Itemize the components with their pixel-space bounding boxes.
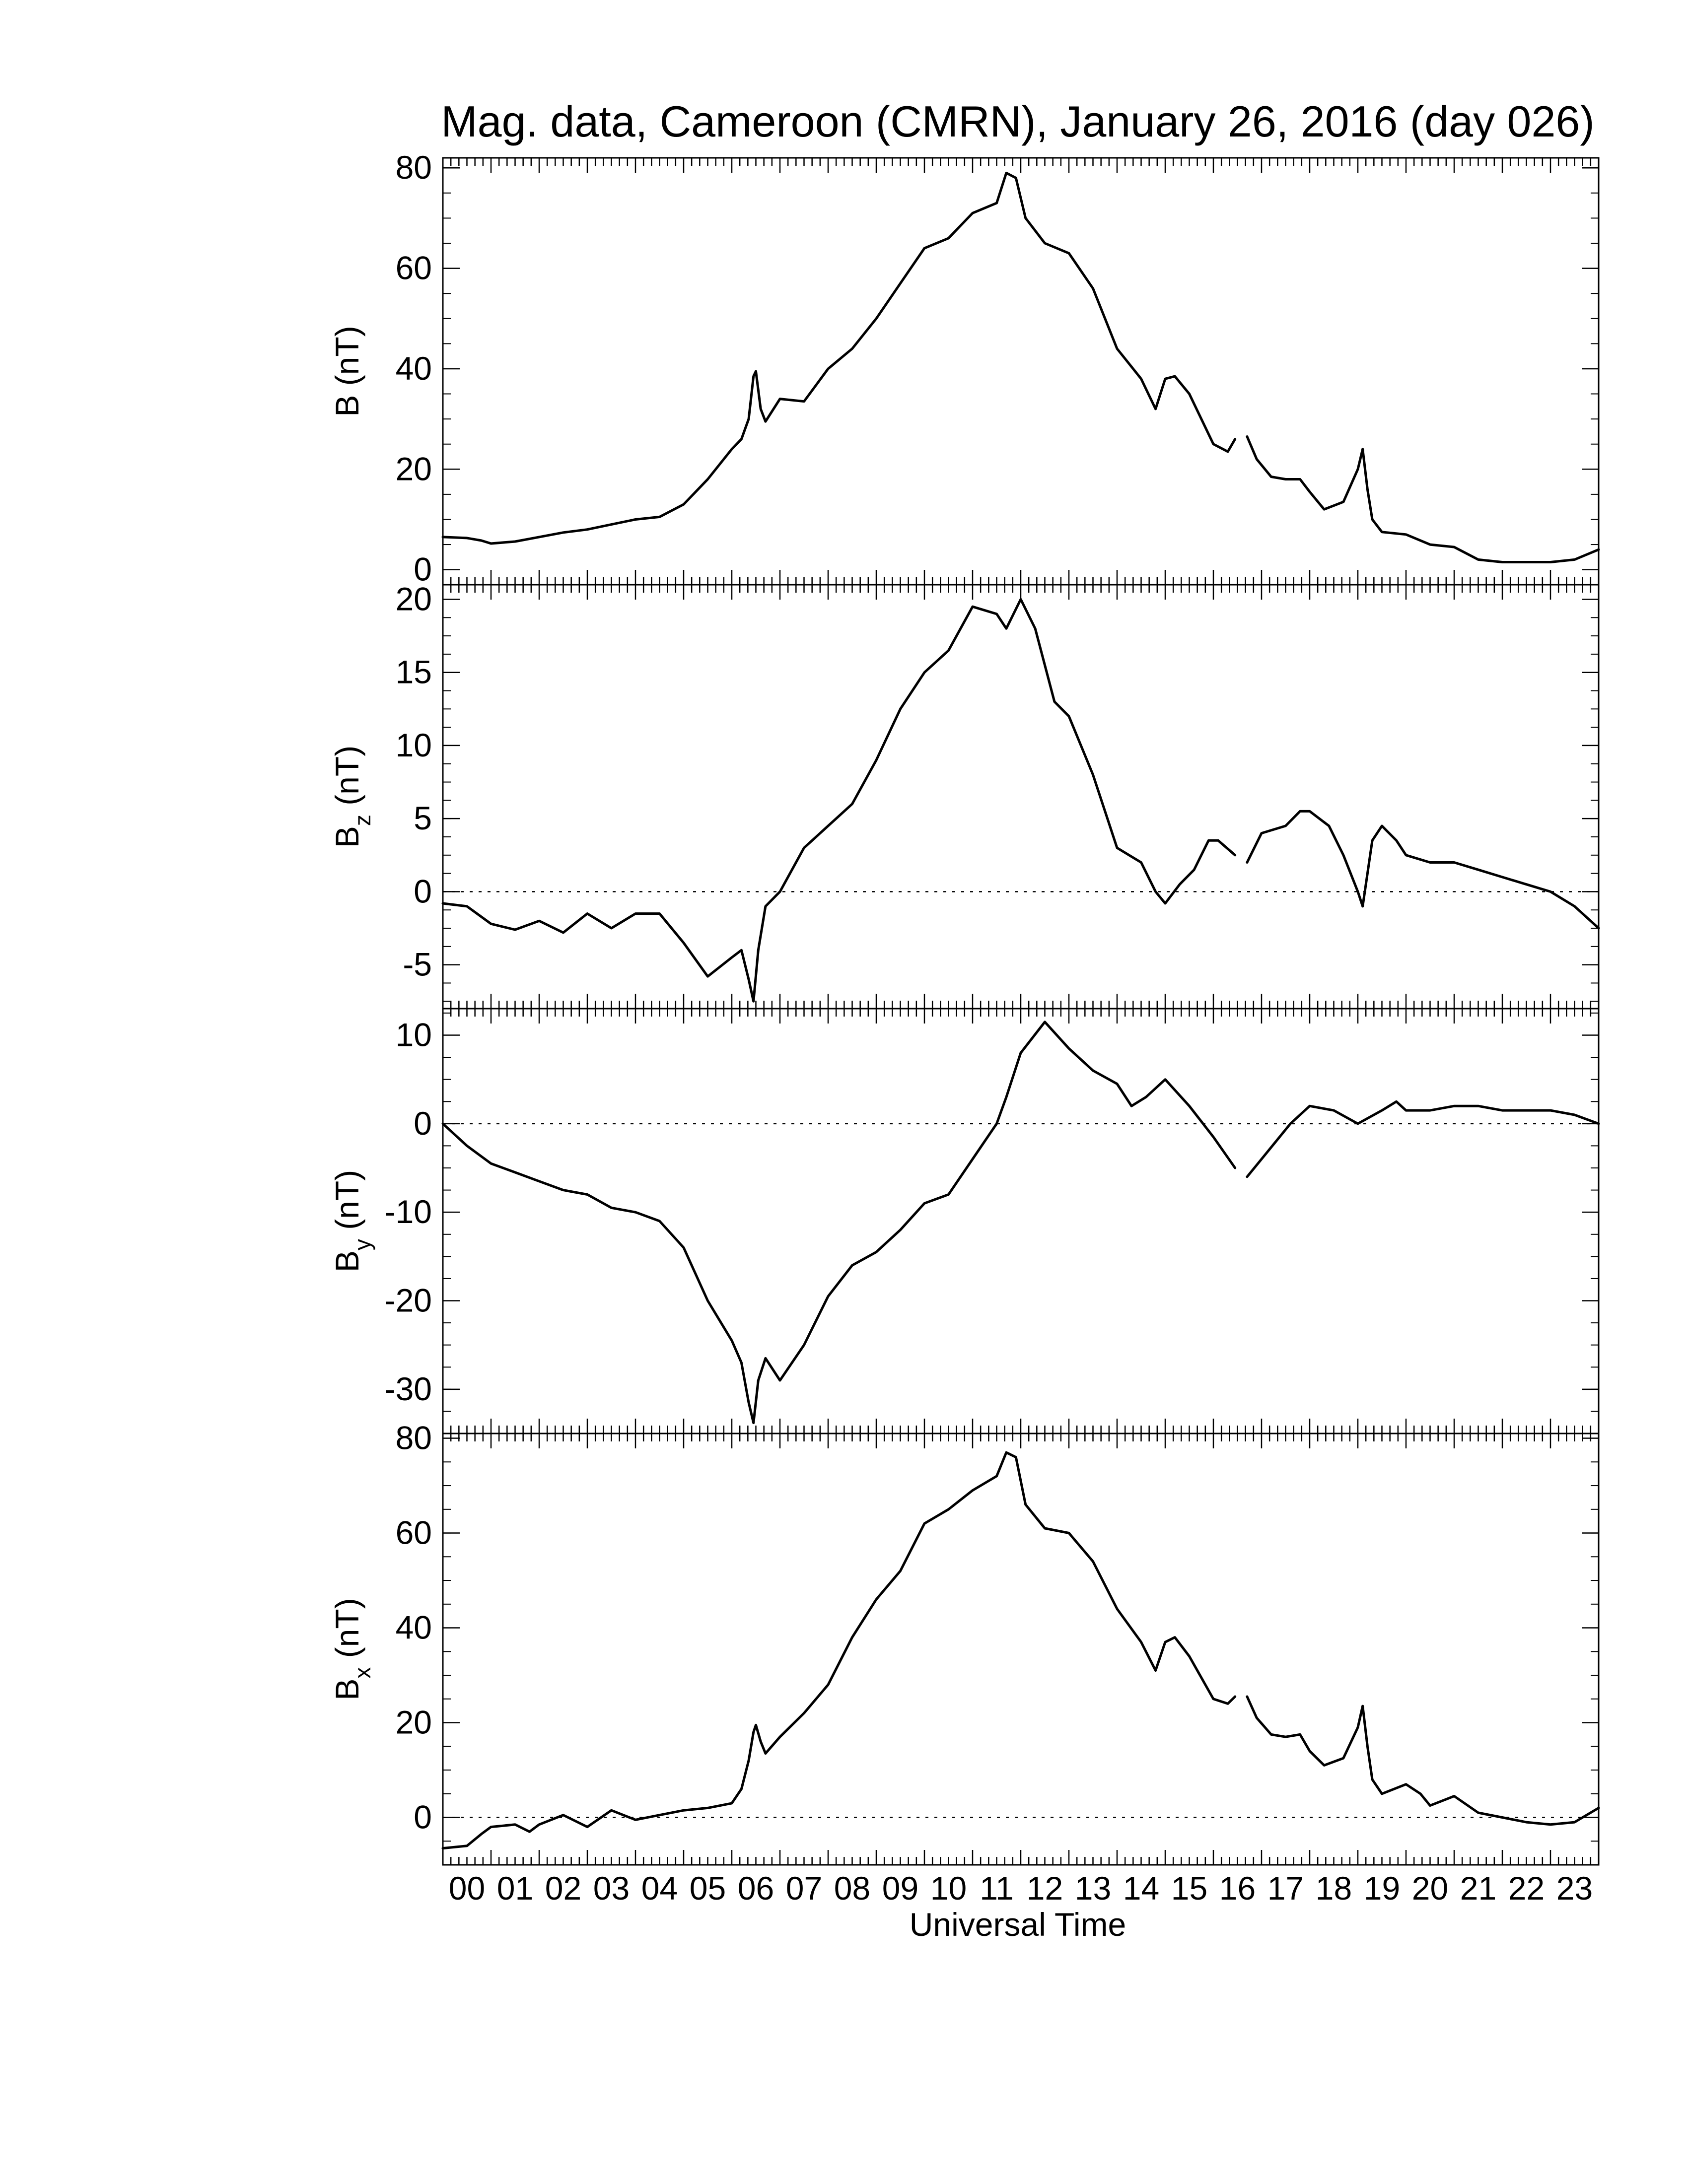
series-line-bz (441, 598, 1237, 1003)
x-tick-label: 23 (1556, 1870, 1593, 1907)
x-tick-label: 04 (641, 1870, 678, 1907)
y-tick-label: 10 (396, 1017, 432, 1053)
y-tick-label: 5 (414, 800, 432, 836)
x-tick-label: 01 (497, 1870, 533, 1907)
x-tick-label: 17 (1267, 1870, 1304, 1907)
x-tick-label: 15 (1171, 1870, 1207, 1907)
x-tick-label: 09 (882, 1870, 918, 1907)
x-tick-label: 18 (1316, 1870, 1352, 1907)
y-axis-label-main: B (329, 1250, 365, 1272)
y-axis-label: Bz (nT) (329, 746, 375, 848)
y-axis-label-main: B (329, 1679, 365, 1701)
y-tick-label: 20 (396, 450, 432, 487)
x-tick-label: 19 (1364, 1870, 1400, 1907)
y-tick-label: 10 (396, 727, 432, 763)
y-axis-label-subscript: z (350, 815, 375, 826)
y-tick-label: 0 (414, 873, 432, 909)
y-tick-label: -20 (385, 1282, 432, 1319)
x-tick-label: 00 (449, 1870, 485, 1907)
y-tick-label: 0 (414, 1799, 432, 1836)
y-axis-label-main: B (329, 395, 365, 417)
series-line-bx (441, 1451, 1237, 1850)
x-tick-label: 11 (980, 1870, 1014, 1907)
x-tick-label: 10 (930, 1870, 967, 1907)
y-tick-label: 15 (396, 654, 432, 690)
panel-b: 0 20 40 60 80 B (nT) (329, 149, 1600, 588)
y-tick-label: 40 (396, 350, 432, 387)
y-tick-label: 20 (396, 1704, 432, 1741)
y-tick-label: 0 (414, 551, 432, 588)
y-tick-label: 60 (396, 250, 432, 286)
x-tick-label: 06 (738, 1870, 774, 1907)
x-tick-label: 08 (834, 1870, 870, 1907)
x-tick-label: 13 (1075, 1870, 1111, 1907)
series-line-by (441, 1021, 1237, 1425)
panel-bz: 20 15 10 5 0 -5 Bz (nT) (329, 580, 1600, 1010)
y-axis-label: Bx (nT) (329, 1598, 375, 1700)
x-tick-label: 22 (1508, 1870, 1545, 1907)
x-tick-label: 20 (1412, 1870, 1448, 1907)
y-tick-label: 80 (396, 1420, 432, 1456)
x-tick-labels: 00 01 02 03 04 05 06 07 08 09 10 11 12 13 14 15 16 17 18 19… (449, 1870, 1593, 1907)
x-tick-label: 16 (1219, 1870, 1256, 1907)
x-tick-label: 03 (593, 1870, 630, 1907)
series-line-bx (1246, 1695, 1600, 1826)
y-tick-label: -30 (385, 1370, 432, 1407)
y-axis-label-unit: (nT) (329, 746, 365, 815)
y-axis-label: B (nT) (329, 326, 365, 416)
panel-bx: 80 60 40 20 0 Bx (nT) (329, 1420, 1600, 1866)
y-axis-label: By (nT) (329, 1170, 375, 1272)
y-tick-label: -5 (403, 946, 432, 983)
y-tick-label: 0 (414, 1105, 432, 1142)
y-tick-label: 60 (396, 1514, 432, 1551)
x-tick-label: 12 (1027, 1870, 1063, 1907)
chart-title: Mag. data, Cameroon (CMRN), January 26, … (441, 97, 1594, 146)
y-axis-label-unit: (nT) (329, 1598, 365, 1667)
x-tick-label: 02 (545, 1870, 581, 1907)
y-tick-label: 20 (396, 580, 432, 617)
x-tick-label: 14 (1123, 1870, 1159, 1907)
x-tick-label: 07 (786, 1870, 822, 1907)
y-axis-label-subscript: x (350, 1667, 375, 1679)
series-line-by (1246, 1100, 1600, 1178)
y-axis-label-subscript: y (350, 1239, 375, 1250)
series-line-b (441, 171, 1237, 545)
series-line-bz (1246, 810, 1600, 930)
y-axis-label-unit: (nT) (329, 326, 365, 395)
y-axis-label-main: B (329, 826, 365, 848)
x-tick-label: 05 (690, 1870, 726, 1907)
y-tick-label: 40 (396, 1609, 432, 1646)
y-tick-label: 80 (396, 149, 432, 186)
y-tick-label: -10 (385, 1193, 432, 1230)
series-line-b (1246, 435, 1600, 563)
x-axis-label: Universal Time (910, 1906, 1126, 1943)
y-axis-label-unit: (nT) (329, 1170, 365, 1239)
x-tick-label: 21 (1460, 1870, 1496, 1907)
